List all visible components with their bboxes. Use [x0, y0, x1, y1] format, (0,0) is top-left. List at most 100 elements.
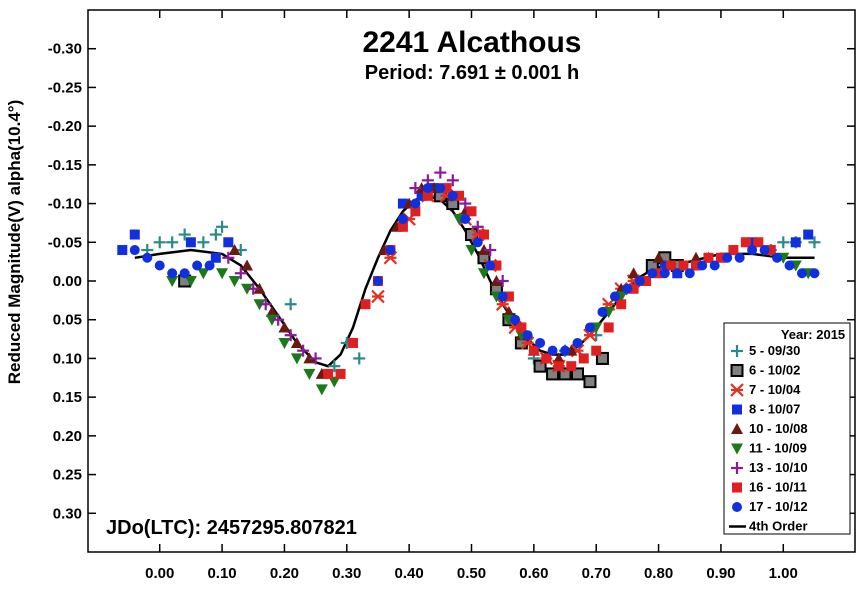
data-point [185, 237, 196, 248]
data-point [560, 345, 571, 356]
x-axis-ticks: 0.00 0.10 0.20 0.30 0.40 0.50 0.60 0.70 0.80 0.90… [145, 10, 798, 582]
data-point [223, 237, 234, 248]
data-point [740, 237, 751, 248]
data-point [447, 190, 458, 201]
data-point [153, 236, 166, 249]
legend-item: 8 - 10/07 [732, 402, 800, 417]
legend-item: 5 - 09/30 [731, 343, 800, 358]
fit-curve-layer [134, 194, 815, 368]
data-point [129, 245, 140, 256]
data-point [796, 268, 807, 279]
data-point [516, 322, 527, 333]
data-point [652, 251, 665, 263]
data-point [510, 314, 521, 325]
data-point [278, 337, 291, 349]
data-point [535, 337, 546, 348]
data-point [197, 236, 210, 249]
x-tick-label: 0.00 [145, 565, 174, 582]
data-point [371, 289, 385, 304]
data-point [784, 260, 795, 271]
y-tick-label: -0.30 [48, 41, 82, 58]
data-point [595, 351, 609, 365]
data-point [709, 260, 720, 271]
legend-swatch [731, 443, 743, 455]
chart-subtitle: Period: 7.691 ± 0.001 h [365, 62, 579, 84]
x-tick-label: 0.30 [332, 565, 361, 582]
data-point [522, 330, 533, 341]
data-point [290, 336, 303, 348]
legend-box [723, 322, 851, 535]
data-point [672, 268, 683, 279]
legend-swatch [732, 502, 742, 512]
data-point [323, 368, 334, 379]
data-point [528, 345, 539, 356]
legend-item: 13 - 10/10 [731, 460, 808, 475]
data-point [747, 245, 758, 256]
x-tick-label: 0.90 [706, 565, 735, 582]
data-point [497, 291, 508, 302]
data-point [690, 260, 701, 271]
data-point [689, 251, 702, 263]
data-point [142, 252, 153, 263]
legend-label: 8 - 10/07 [749, 402, 800, 417]
data-point [167, 268, 178, 279]
data-point [583, 375, 597, 389]
legend-label: 7 - 10/04 [749, 382, 801, 397]
data-point [790, 237, 801, 248]
y-tick-label: 0.00 [53, 273, 82, 290]
data-point [434, 166, 447, 179]
data-point [178, 228, 191, 241]
data-point [216, 220, 229, 233]
legend-label: 17 - 10/12 [749, 499, 808, 514]
data-point [265, 305, 278, 317]
data-point [385, 245, 396, 256]
data-point [678, 260, 689, 271]
y-axis-ticks: -0.30 -0.25 -0.20 -0.15 -0.10 -0.05 0.00 0.05 0.… [48, 41, 855, 522]
data-point [477, 268, 490, 280]
data-point [209, 228, 222, 241]
data-point [584, 322, 595, 333]
data-point [684, 268, 695, 279]
data-point [553, 361, 564, 372]
data-point [410, 198, 421, 209]
data-point [491, 260, 502, 271]
chart-title: 2241 Alcathous [363, 26, 582, 59]
x-tick-label: 0.60 [519, 565, 548, 582]
data-point [547, 345, 558, 356]
data-point [446, 174, 459, 187]
data-point [228, 276, 241, 287]
data-point [628, 283, 639, 294]
legend-item: 17 - 10/12 [732, 499, 808, 514]
data-point [490, 275, 503, 286]
data-point [372, 276, 383, 286]
data-points-layer [117, 166, 821, 396]
data-point [454, 190, 465, 201]
data-point [777, 236, 790, 249]
data-point [184, 276, 197, 287]
data-point [477, 244, 490, 256]
data-point [204, 260, 215, 271]
x-tick-label: 1.00 [769, 565, 798, 582]
data-point [309, 352, 322, 365]
data-point [558, 367, 572, 381]
legend-item: 6 - 10/02 [730, 363, 800, 378]
y-tick-label: 0.30 [53, 505, 82, 522]
legend-label: 13 - 10/10 [749, 460, 808, 475]
data-point [410, 206, 421, 217]
data-point [278, 321, 291, 333]
data-point [241, 259, 254, 271]
data-point [222, 251, 235, 264]
data-point [154, 260, 165, 271]
data-point [328, 360, 341, 373]
data-point [753, 237, 764, 248]
legend-item: 11 - 10/09 [731, 441, 807, 456]
data-point [241, 283, 254, 295]
data-point [315, 384, 328, 396]
data-point [465, 245, 478, 257]
legend-title: Year: 2015 [781, 327, 845, 342]
data-point [335, 368, 346, 379]
data-point [502, 305, 515, 317]
data-point [597, 306, 608, 317]
data-point [634, 276, 645, 286]
